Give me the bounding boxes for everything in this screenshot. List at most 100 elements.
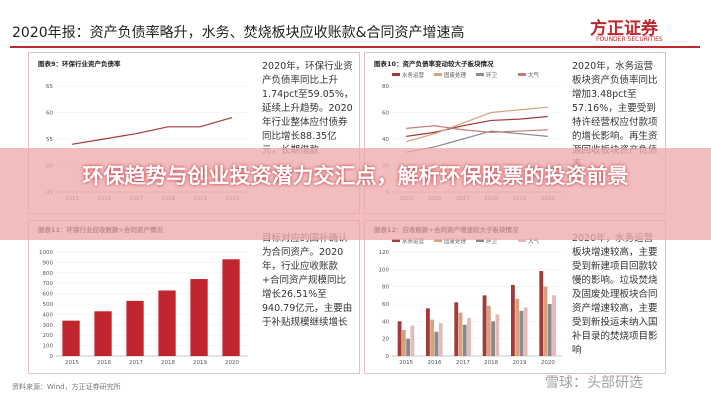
x-tick-label: 2016: [97, 360, 111, 366]
legend-swatch: [392, 73, 400, 76]
bar: [434, 331, 439, 356]
y-tick-label: 300: [43, 323, 54, 329]
panel-text: 2020年，水务运营板块增速较高，主要受到新建项目回款较慢的影响。垃圾焚烧及固废…: [572, 233, 658, 356]
x-tick-label: 2019: [513, 360, 527, 366]
header-title: 2020年报：资产负债率略升，水务、焚烧板块应收账款&合同资产增速高: [12, 25, 465, 41]
banner-title: 环保趋势与创业投资潜力交汇点，解析环保股票的投资前景: [0, 148, 711, 240]
bar: [486, 305, 491, 356]
bar: [406, 338, 410, 356]
bar: [426, 308, 430, 356]
y-tick-label: 60: [46, 111, 53, 117]
y-tick-label: 40: [382, 137, 389, 143]
y-tick-label: 600: [43, 292, 54, 298]
bar: [519, 310, 524, 356]
x-tick-label: 2017: [456, 360, 470, 366]
bar: [539, 271, 544, 356]
y-tick-label: 0: [50, 354, 54, 360]
bar: [190, 279, 208, 356]
legend-swatch: [476, 73, 484, 76]
y-tick-label: 900: [43, 260, 54, 266]
legend-label: 大气: [528, 237, 540, 245]
source: 资料来源：Wind，方正证券研究所: [12, 383, 121, 391]
bar: [126, 300, 144, 356]
legend-label: 水务运营: [402, 71, 425, 79]
bar: [158, 290, 176, 356]
x-tick-label: 2016: [428, 360, 442, 366]
legend-label: 环卫: [486, 238, 498, 245]
y-tick-label: 80: [382, 285, 389, 291]
bar: [511, 284, 515, 356]
legend-label: 大气: [528, 71, 540, 79]
legend-label: 环卫: [486, 72, 498, 79]
bar: [552, 295, 556, 356]
y-tick-label: 65: [46, 84, 53, 90]
line: [406, 106, 548, 143]
legend-swatch: [518, 239, 526, 242]
legend-label: 固废处理: [444, 237, 467, 245]
chart-title: 图表9：环保行业资产负债率: [38, 59, 121, 68]
logo: 方正证券: [590, 19, 658, 39]
x-tick-label: 2019: [193, 360, 207, 366]
header-rule: [10, 46, 700, 48]
y-tick-label: 800: [43, 271, 54, 277]
bar: [458, 312, 463, 356]
legend-label: 水务运营: [402, 237, 425, 245]
y-tick-label: 700: [43, 281, 54, 287]
bar: [462, 324, 467, 356]
bar: [410, 325, 415, 356]
y-tick-label: 500: [43, 302, 54, 308]
x-tick-label: 2015: [65, 360, 79, 366]
legend-swatch: [434, 239, 442, 242]
y-tick-label: 1000: [39, 250, 53, 256]
bar: [397, 321, 402, 356]
y-tick-label: 400: [43, 312, 54, 318]
bar: [438, 323, 443, 356]
line: [406, 115, 548, 137]
y-tick-label: 200: [43, 333, 54, 339]
bar: [454, 302, 459, 356]
bar: [430, 319, 435, 356]
y-tick-label: 120: [379, 250, 390, 256]
y-tick-label: 0: [386, 354, 390, 360]
legend-swatch: [518, 73, 526, 76]
line: [71, 116, 233, 145]
bar: [467, 317, 471, 356]
x-tick-label: 2015: [399, 360, 413, 366]
y-tick-label: 60: [382, 111, 389, 117]
x-tick-label: 2020: [541, 360, 555, 366]
bar: [94, 311, 112, 356]
bar: [482, 295, 487, 356]
watermark: 雪球：头部研选: [545, 375, 643, 391]
chart: 图表12：应收账款+合同资产增速较大子板块情况水务运营固废处理环卫大气02040…: [374, 225, 562, 366]
bar: [491, 321, 495, 356]
line: [406, 125, 548, 133]
y-tick-label: 40: [382, 319, 389, 325]
x-tick-label: 2018: [484, 360, 498, 366]
y-tick-label: 100: [43, 344, 54, 350]
bar: [401, 330, 406, 356]
y-tick-label: 100: [379, 267, 390, 273]
x-tick-label: 2017: [129, 360, 143, 366]
y-tick-label: 20: [382, 337, 389, 343]
legend-label: 固废处理: [444, 71, 467, 79]
x-tick-label: 2020: [225, 360, 239, 366]
bar: [543, 286, 548, 356]
legend-swatch: [392, 239, 400, 242]
bar: [222, 259, 240, 356]
legend-swatch: [434, 73, 442, 76]
y-tick-label: 60: [382, 302, 389, 308]
legend-swatch: [476, 239, 484, 242]
panel-text: 目标对应的国补确认为合同资产。2020年，行业应收账款+合同资产规模同比增长26…: [262, 233, 353, 328]
y-tick-label: 55: [46, 137, 53, 143]
x-tick-label: 2018: [161, 360, 175, 366]
bar: [523, 307, 528, 356]
bar: [62, 320, 80, 356]
bar: [515, 298, 520, 356]
logo-en: FOUNDER SECURITIES: [596, 36, 663, 43]
bar: [495, 314, 500, 356]
panel-text: 2020年，环保行业资产负债率同比上升1.74pct至59.05%，延续上升趋势…: [262, 61, 354, 156]
line: [406, 130, 548, 153]
y-tick-label: 80: [382, 84, 389, 90]
chart-title: 图表10：资产负债率变动较大子板块情况: [374, 59, 494, 68]
